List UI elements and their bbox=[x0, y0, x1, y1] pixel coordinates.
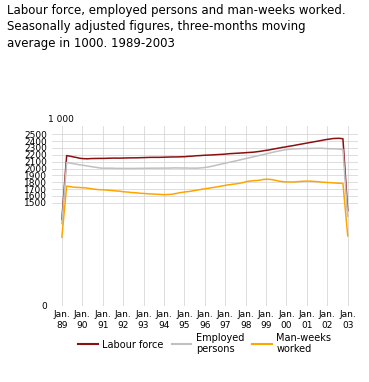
Text: Labour force, employed persons and man-weeks worked.
Seasonally adjusted figures: Labour force, employed persons and man-w… bbox=[7, 4, 346, 50]
Text: 1 000: 1 000 bbox=[48, 115, 74, 124]
Legend: Labour force, Employed
persons, Man-weeks
worked: Labour force, Employed persons, Man-week… bbox=[74, 329, 335, 358]
